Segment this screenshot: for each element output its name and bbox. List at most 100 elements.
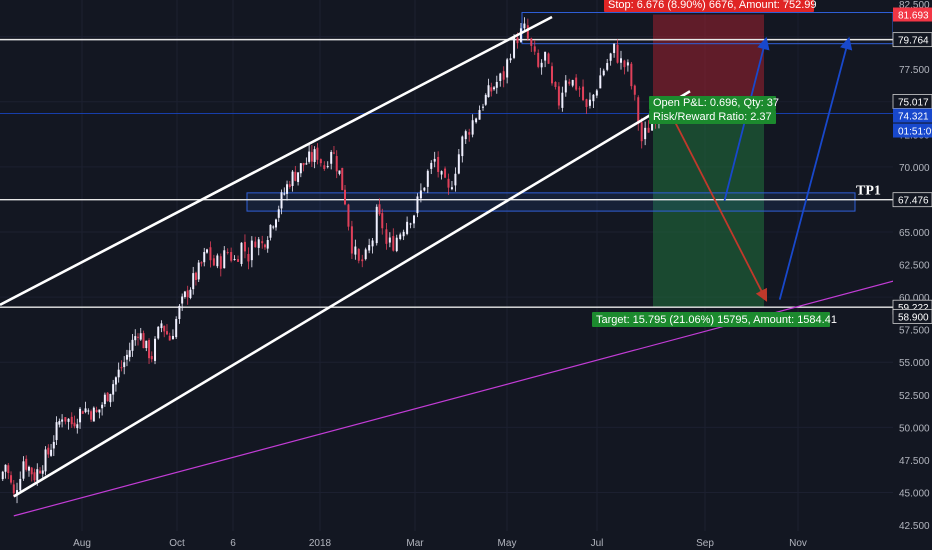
candle-body — [371, 240, 374, 247]
candle-body — [145, 340, 148, 349]
candle-body — [332, 152, 335, 154]
candle-body — [206, 249, 208, 253]
stop-level-price-tag: 81.693 — [893, 7, 932, 22]
candle-body — [114, 377, 117, 385]
candle-body — [482, 106, 484, 108]
candle-body — [137, 336, 139, 338]
candle-body — [316, 147, 319, 160]
risk-reward-label: Risk/Reward Ratio: 2.37 — [653, 111, 772, 123]
candle-body — [168, 335, 171, 341]
candle-body — [192, 273, 195, 290]
candle-body — [613, 43, 616, 53]
candle-body — [277, 209, 280, 218]
candle-body — [433, 158, 436, 162]
candle-body — [233, 259, 236, 261]
y-tick-label: 82.500 — [899, 0, 930, 11]
candle-body — [160, 323, 163, 329]
ma-level-price-tag: 58.900 — [892, 308, 932, 324]
candle-body — [484, 94, 487, 105]
candle-body — [495, 81, 498, 88]
candle-body — [419, 190, 422, 199]
candle-body — [70, 416, 73, 425]
candle-body — [478, 110, 481, 120]
candle-body — [602, 70, 605, 76]
target-level-price-tag-text: 59.222 — [898, 303, 929, 314]
candle-body — [547, 53, 550, 64]
candle-body — [181, 296, 184, 304]
candle-body — [216, 255, 219, 267]
y-tick-label: 50.000 — [899, 423, 930, 434]
candle-body — [4, 464, 7, 472]
candle-body — [212, 258, 215, 266]
x-tick-label: Sep — [696, 538, 714, 549]
candle-body — [41, 470, 44, 474]
candle-body — [223, 250, 226, 269]
x-tick-label: 6 — [230, 538, 236, 549]
candle-body — [544, 51, 547, 61]
candle-body — [163, 325, 166, 332]
projection-arrow[interactable] — [668, 110, 768, 302]
y-tick-label: 70.000 — [899, 163, 930, 174]
candle-body — [381, 213, 384, 229]
candle-body — [52, 441, 55, 449]
channel-lower-line[interactable] — [13, 90, 691, 498]
candle-body — [47, 447, 50, 455]
candle-body — [186, 290, 189, 298]
y-tick-label: 57.500 — [899, 326, 930, 337]
current-price-price-tag-text: 75.017 — [898, 97, 929, 108]
candle-body — [426, 170, 429, 187]
candle-body — [117, 369, 120, 378]
candle-body — [139, 333, 142, 340]
candle-body — [200, 262, 203, 264]
candle-body — [22, 461, 25, 479]
candle-body — [142, 333, 145, 349]
candle-body — [319, 159, 322, 164]
candle-body — [171, 335, 174, 340]
candle-body — [194, 272, 197, 280]
candle-body — [464, 131, 467, 140]
candle-body — [240, 242, 243, 264]
candle-body — [388, 237, 391, 243]
candle-body — [493, 87, 496, 90]
candle-body — [120, 367, 123, 369]
x-tick-label: Mar — [406, 538, 424, 549]
candle-body — [595, 90, 598, 96]
candle-body — [571, 79, 574, 86]
candle-body — [475, 118, 478, 123]
candle-body — [554, 82, 557, 87]
candle-body — [568, 81, 571, 84]
channel-upper-line[interactable] — [0, 15, 553, 307]
candle-body — [406, 221, 409, 234]
candle-body — [519, 28, 522, 42]
candle-body — [533, 46, 536, 52]
candle-body — [430, 162, 433, 169]
y-tick-label: 47.500 — [899, 456, 930, 467]
candle-body — [291, 171, 294, 186]
candle-body — [461, 136, 464, 157]
candle-body — [297, 172, 300, 182]
x-tick-label: Jul — [591, 538, 604, 549]
projection-arrow[interactable] — [778, 36, 853, 300]
candle-body — [557, 86, 560, 106]
candle-body — [112, 384, 115, 395]
candle-body — [592, 94, 595, 102]
candle-body — [516, 37, 519, 44]
annotation-labels: Stop: 6.676 (8.90%) 6676, Amount: 752.99… — [592, 0, 881, 327]
candle-body — [50, 449, 53, 456]
candle-body — [294, 171, 297, 181]
candle-body — [266, 240, 269, 249]
resistance-price-tag: 79.764 — [892, 32, 932, 48]
candle-body — [219, 256, 222, 269]
candle-body — [450, 187, 453, 190]
candle-body — [305, 163, 308, 165]
candle-body — [61, 419, 64, 422]
candle-body — [357, 249, 360, 261]
x-tick-label: Aug — [73, 538, 91, 549]
horizontal-levels[interactable] — [0, 38, 893, 308]
candle-body — [58, 421, 61, 425]
candle-body — [606, 63, 609, 70]
y-tick-label: 77.500 — [899, 65, 930, 76]
candle-body — [375, 206, 378, 244]
